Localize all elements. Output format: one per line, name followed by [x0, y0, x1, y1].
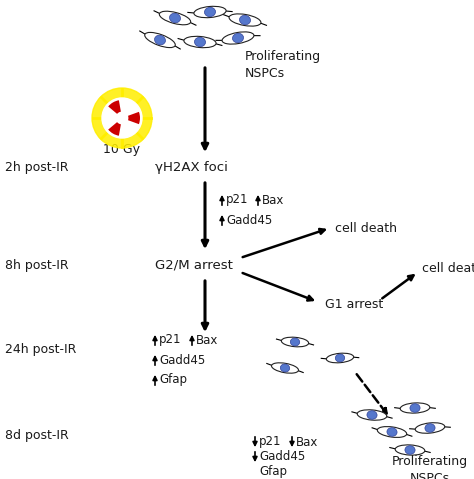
Ellipse shape [222, 32, 254, 44]
Ellipse shape [415, 423, 445, 433]
Ellipse shape [194, 37, 206, 46]
Text: p21: p21 [226, 194, 248, 206]
Text: Gadd45: Gadd45 [259, 451, 305, 464]
Text: 24h post-IR: 24h post-IR [5, 343, 76, 356]
Text: Bax: Bax [262, 194, 284, 206]
Ellipse shape [159, 11, 191, 25]
Ellipse shape [239, 15, 250, 25]
Ellipse shape [233, 34, 244, 43]
Ellipse shape [291, 338, 300, 346]
Ellipse shape [410, 404, 420, 412]
Text: 8d post-IR: 8d post-IR [5, 429, 69, 442]
Circle shape [102, 98, 142, 138]
Ellipse shape [145, 33, 175, 47]
Text: Gfap: Gfap [259, 466, 287, 479]
Text: 8h post-IR: 8h post-IR [5, 259, 69, 272]
Text: cell death: cell death [335, 221, 397, 235]
Ellipse shape [327, 353, 354, 363]
Ellipse shape [425, 424, 435, 433]
Text: cell death: cell death [422, 262, 474, 274]
Wedge shape [108, 100, 121, 114]
Text: 2h post-IR: 2h post-IR [5, 161, 69, 174]
Text: Gfap: Gfap [159, 374, 187, 387]
Ellipse shape [155, 35, 165, 45]
Ellipse shape [282, 337, 309, 347]
Circle shape [92, 88, 152, 148]
Ellipse shape [272, 363, 299, 373]
Ellipse shape [335, 354, 345, 362]
Ellipse shape [367, 411, 377, 419]
Ellipse shape [204, 7, 216, 17]
Text: Gadd45: Gadd45 [226, 214, 272, 227]
Ellipse shape [387, 428, 397, 436]
Ellipse shape [280, 364, 290, 372]
Ellipse shape [377, 427, 407, 437]
Text: Bax: Bax [296, 435, 319, 448]
Text: Proliferating
NSPCs: Proliferating NSPCs [245, 50, 321, 80]
Ellipse shape [405, 445, 415, 454]
Ellipse shape [400, 403, 430, 413]
Text: G2/M arrest: G2/M arrest [155, 259, 233, 272]
Text: Bax: Bax [196, 333, 219, 346]
Circle shape [117, 113, 127, 123]
Text: Proliferating
NSPCs: Proliferating NSPCs [392, 455, 468, 479]
Text: Gadd45: Gadd45 [159, 354, 205, 366]
Text: p21: p21 [259, 435, 282, 448]
Wedge shape [108, 122, 121, 136]
Ellipse shape [194, 6, 226, 18]
Text: G1 arrest: G1 arrest [325, 297, 383, 310]
Ellipse shape [184, 36, 216, 48]
Text: 10 Gy: 10 Gy [103, 143, 140, 156]
Ellipse shape [229, 14, 261, 26]
Ellipse shape [170, 13, 181, 23]
Text: γH2AX foci: γH2AX foci [155, 161, 228, 174]
Ellipse shape [395, 445, 425, 455]
Wedge shape [128, 112, 140, 124]
Text: p21: p21 [159, 333, 182, 346]
Ellipse shape [357, 410, 387, 420]
